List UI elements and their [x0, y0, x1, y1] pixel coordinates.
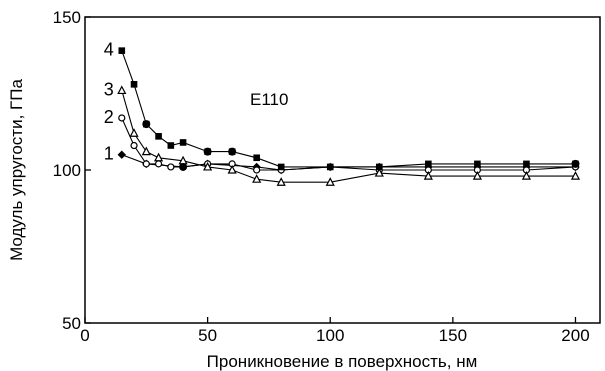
- x-tick-label: 200: [561, 326, 589, 345]
- data-point-series-4: [375, 163, 383, 171]
- series-lines: [121, 50, 576, 183]
- data-point-series-2: [142, 160, 150, 168]
- data-point-series-4: [118, 47, 126, 54]
- data-point-series-2: [253, 166, 261, 174]
- data-point-extra: [571, 159, 580, 168]
- data-point-series-2: [130, 141, 138, 150]
- data-point-series-3: [521, 171, 532, 180]
- data-point-extra: [228, 147, 237, 156]
- series-label-1: 1: [104, 144, 114, 164]
- series-markers: [117, 47, 581, 186]
- data-point-series-4: [155, 133, 162, 140]
- data-point-series-3: [423, 171, 433, 180]
- data-point-series-2: [118, 114, 126, 122]
- data-point-series-4: [326, 163, 334, 171]
- data-point-series-4: [523, 160, 530, 168]
- data-point-series-3: [374, 167, 384, 177]
- annotation-label: E110: [250, 90, 288, 109]
- data-point-series-4: [425, 160, 432, 168]
- data-point-series-3: [570, 171, 581, 180]
- data-point-series-4: [474, 160, 481, 168]
- x-tick-label: 150: [439, 326, 467, 345]
- y-tick-label: 100: [53, 161, 81, 180]
- data-point-extra: [203, 147, 212, 156]
- series-labels: 1 2 3 4: [104, 40, 114, 164]
- data-point-series-3: [472, 171, 482, 180]
- data-point-series-2: [154, 160, 163, 168]
- data-point-series-1: [117, 150, 126, 159]
- series-line-2: [121, 117, 576, 171]
- data-point-series-3: [117, 85, 127, 95]
- data-point-series-3: [141, 146, 151, 156]
- data-point-series-3: [129, 128, 139, 137]
- data-point-series-3: [203, 161, 213, 171]
- data-point-series-3: [252, 174, 262, 183]
- data-point-series-3: [153, 152, 164, 162]
- data-point-extra: [142, 120, 151, 129]
- y-tick-label: 50: [62, 314, 81, 333]
- data-point-extra: [179, 162, 188, 171]
- y-tick-label: 150: [53, 8, 81, 27]
- data-point-series-4: [277, 163, 285, 171]
- y-axis-label: Модуль упругости, ГПа: [7, 79, 26, 261]
- series-label-2: 2: [104, 107, 114, 127]
- data-point-series-4: [179, 139, 187, 146]
- data-point-series-4: [253, 154, 260, 162]
- x-tick-label: 0: [80, 326, 89, 345]
- series-label-4: 4: [104, 40, 114, 60]
- series-line-4: [121, 50, 576, 168]
- data-point-series-3: [325, 177, 335, 186]
- x-axis-label: Проникновение в поверхность, нм: [207, 352, 478, 371]
- data-point-series-2: [167, 163, 175, 171]
- x-tick-label: 50: [198, 326, 217, 345]
- data-point-series-3: [276, 177, 286, 186]
- data-point-series-4: [167, 142, 175, 149]
- data-point-series-3: [227, 164, 237, 174]
- x-tick-label: 100: [316, 326, 344, 345]
- data-point-series-4: [130, 81, 138, 88]
- series-label-3: 3: [104, 79, 114, 99]
